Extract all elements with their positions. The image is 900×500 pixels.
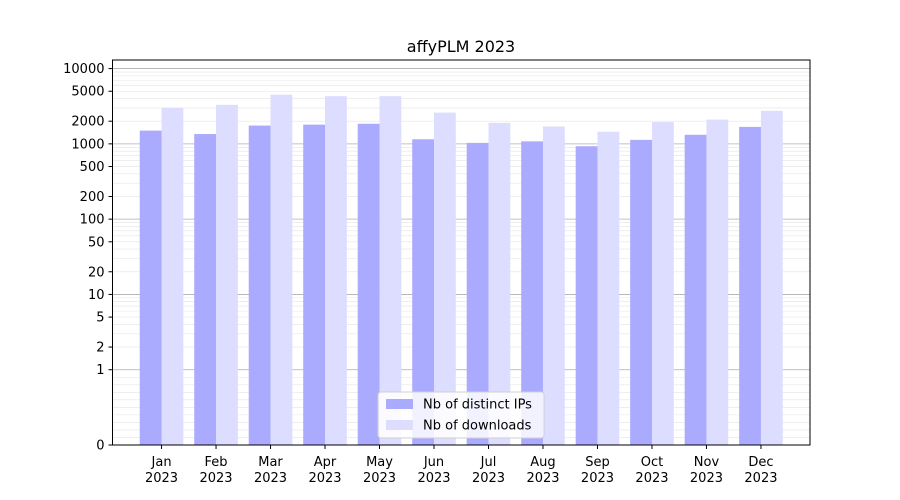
- bar-distinct-ips: [139, 130, 162, 446]
- y-tick-label: 100: [80, 213, 105, 228]
- x-tick-label: Jun 2023: [417, 455, 450, 486]
- y-tick-label: 10: [88, 288, 105, 303]
- bar-distinct-ips: [194, 134, 217, 446]
- bar-downloads: [325, 96, 347, 446]
- bar-distinct-ips: [357, 123, 380, 446]
- legend-label-downloads: Nb of downloads: [423, 419, 532, 434]
- legend-label-distinct-ips: Nb of distinct IPs: [423, 398, 532, 413]
- bar-downloads: [542, 126, 565, 446]
- y-tick-label: 0: [96, 439, 104, 454]
- bar-downloads: [651, 122, 674, 445]
- y-tick-label: 500: [80, 160, 105, 175]
- y-tick-label: 5: [96, 311, 104, 326]
- x-tick-label: Jan 2023: [145, 455, 178, 486]
- bar-distinct-ips: [575, 146, 598, 445]
- y-tick-label: 200: [80, 190, 105, 205]
- bar-downloads: [379, 96, 402, 446]
- x-tick-label: Feb 2023: [199, 455, 232, 486]
- y-tick-label: 20: [88, 265, 105, 280]
- bar-downloads: [434, 112, 456, 445]
- plot-frame: [112, 59, 811, 446]
- bar-downloads: [706, 119, 729, 446]
- x-tick-label: Oct 2023: [635, 455, 668, 486]
- bar-downloads: [760, 110, 783, 446]
- x-tick-label: Aug 2023: [526, 455, 559, 486]
- bar-distinct-ips: [303, 124, 326, 445]
- y-tick-label: 50: [88, 235, 105, 250]
- chart-title: affyPLM 2023: [407, 37, 515, 56]
- x-tick-label: May 2023: [363, 455, 396, 486]
- bar-layer: [139, 94, 783, 446]
- bar-distinct-ips: [466, 142, 489, 445]
- y-tick-label: 2000: [71, 115, 104, 130]
- legend: Nb of distinct IPs Nb of downloads: [377, 391, 545, 439]
- bar-downloads: [488, 122, 511, 445]
- bar-downloads: [216, 104, 238, 445]
- legend-box: [377, 391, 545, 439]
- y-tick-label: 10000: [63, 62, 104, 77]
- bar-downloads: [597, 131, 620, 445]
- legend-swatch-distinct-ips: [386, 399, 413, 409]
- bar-downloads: [270, 94, 293, 446]
- bar-distinct-ips: [684, 134, 707, 445]
- y-tick-label: 2: [96, 341, 104, 356]
- x-tick-label: Nov 2023: [690, 455, 723, 486]
- legend-swatch-downloads: [386, 420, 413, 430]
- x-tick-label: Sep 2023: [581, 455, 614, 486]
- x-tick-label: Apr 2023: [308, 455, 341, 486]
- y-tick-label: 1: [96, 363, 104, 378]
- x-tick-label: Dec 2023: [744, 455, 777, 486]
- bar-distinct-ips: [630, 139, 652, 445]
- x-tick-label: Jul 2023: [472, 455, 505, 486]
- bar-distinct-ips: [412, 139, 435, 446]
- bar-distinct-ips: [739, 126, 761, 445]
- y-tick-label: 5000: [71, 85, 104, 100]
- bar-downloads: [161, 107, 184, 445]
- axis-layer: 0 1 2 5 10 20 50 100 200 500 1000 2000 5000 10000 Jan 2…: [63, 62, 777, 486]
- y-tick-label: 1000: [71, 137, 104, 152]
- x-tick-label: Mar 2023: [254, 455, 287, 486]
- bar-distinct-ips: [521, 141, 543, 445]
- bar-distinct-ips: [248, 125, 271, 446]
